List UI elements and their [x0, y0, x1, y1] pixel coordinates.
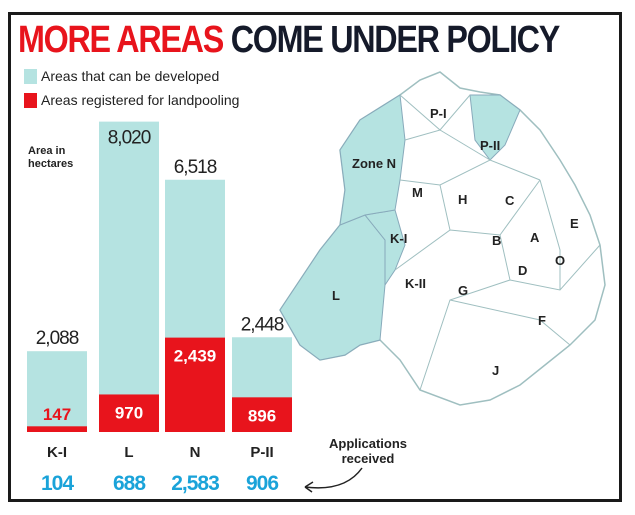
map-zone-label: M: [412, 185, 423, 200]
y-axis-label: Area in hectares: [28, 145, 74, 170]
bar-landpooling: [99, 394, 159, 432]
map-zone-label: F: [538, 313, 546, 328]
title-red: MORE AREAS: [18, 19, 224, 61]
landpooling-value-label: 147: [43, 405, 71, 424]
map-zone-label: J: [492, 363, 499, 378]
zone-borders: [394, 94, 601, 391]
bar-developed: [99, 121, 159, 432]
developed-value-label: 8,020: [108, 128, 151, 149]
map-zone-label: K-I: [390, 231, 407, 246]
map-zone-label: P-I: [430, 106, 447, 121]
map-zone-label: A: [530, 230, 540, 245]
applications-annotation: Applications received: [328, 436, 407, 466]
map-zone-label: K-II: [405, 276, 426, 291]
map-zone-label: G: [458, 283, 468, 298]
chart-title: MORE AREAS COME UNDER POLICY: [18, 18, 561, 62]
developed-value-label: 6,518: [174, 157, 217, 178]
map-zone-label: H: [458, 192, 467, 207]
applications-value: 906: [246, 472, 278, 495]
map-zone-label: D: [518, 263, 527, 278]
map-zone-label: O: [555, 253, 565, 268]
legend-label: Areas registered for landpooling: [41, 92, 240, 108]
category-label: L: [124, 444, 133, 461]
category-label: N: [190, 444, 201, 461]
map-zone-label: E: [570, 216, 579, 231]
legend-landpooling: Areas registered for landpooling: [24, 92, 239, 109]
arrow-head-icon: [304, 481, 314, 493]
title-dark: COME UNDER POLICY: [230, 19, 561, 61]
category-label: K-I: [47, 444, 67, 461]
developed-value-label: 2,448: [241, 314, 284, 335]
map-zone-label: L: [332, 288, 340, 303]
applications-value: 104: [41, 472, 74, 495]
legend-developed: Areas that can be developed: [24, 68, 219, 85]
landpooling-value-label: 2,439: [174, 347, 217, 366]
arrow-curve: [304, 467, 363, 489]
zone-p-ii: [469, 94, 521, 161]
map-zone-label: Zone N: [352, 156, 396, 171]
developed-value-label: 2,088: [36, 328, 79, 349]
map-zone-label: P-II: [480, 138, 500, 153]
landpooling-value-label: 896: [248, 406, 276, 425]
applications-value: 688: [113, 472, 146, 495]
bar-landpooling: [232, 397, 292, 432]
applications-value: 2,583: [171, 472, 219, 495]
map-zone-label: B: [492, 233, 501, 248]
landpooling-value-label: 970: [115, 403, 143, 422]
bar-landpooling: [27, 426, 87, 432]
bar-landpooling: [165, 337, 225, 432]
legend-label: Areas that can be developed: [41, 68, 220, 84]
bar-developed: [27, 351, 87, 432]
category-label: P-II: [250, 444, 273, 461]
legend-swatch: [24, 93, 37, 108]
infographic-frame: [8, 12, 622, 502]
legend-swatch: [24, 69, 37, 84]
map-zone-label: C: [505, 193, 515, 208]
zone-n: [339, 94, 406, 226]
